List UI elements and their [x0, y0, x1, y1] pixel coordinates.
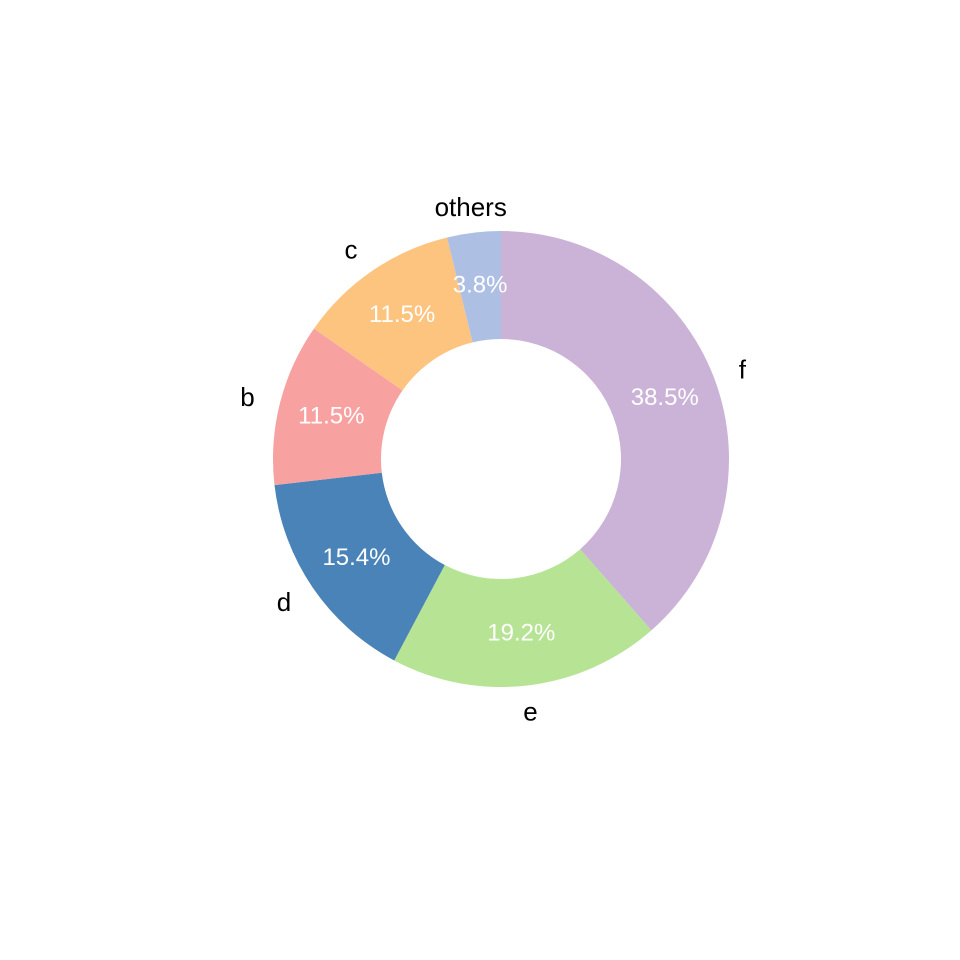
- donut-slices: [273, 231, 730, 687]
- category-label-others: others: [435, 192, 507, 222]
- category-label-b: b: [240, 382, 254, 412]
- slice-e: [394, 549, 652, 687]
- pct-label-e: 19.2%: [487, 619, 555, 646]
- slice-b: [273, 328, 403, 486]
- pct-label-others: 3.8%: [453, 272, 508, 299]
- category-label-c: c: [344, 234, 357, 264]
- pct-label-b: 11.5%: [298, 403, 364, 430]
- slice-others: [447, 231, 501, 343]
- pct-label-d: 15.4%: [322, 544, 390, 571]
- slice-c: [313, 237, 473, 391]
- pct-label-c: 11.5%: [369, 301, 435, 328]
- donut-labels: 38.5% f 19.2% e 15.4% d 11.5% b 11.5% c 3.8% others: [240, 192, 746, 726]
- category-label-e: e: [523, 696, 537, 726]
- slice-d: [274, 472, 445, 661]
- pct-label-f: 38.5%: [631, 384, 699, 411]
- category-label-f: f: [739, 355, 747, 385]
- slice-f: [501, 231, 730, 631]
- category-label-d: d: [277, 587, 291, 617]
